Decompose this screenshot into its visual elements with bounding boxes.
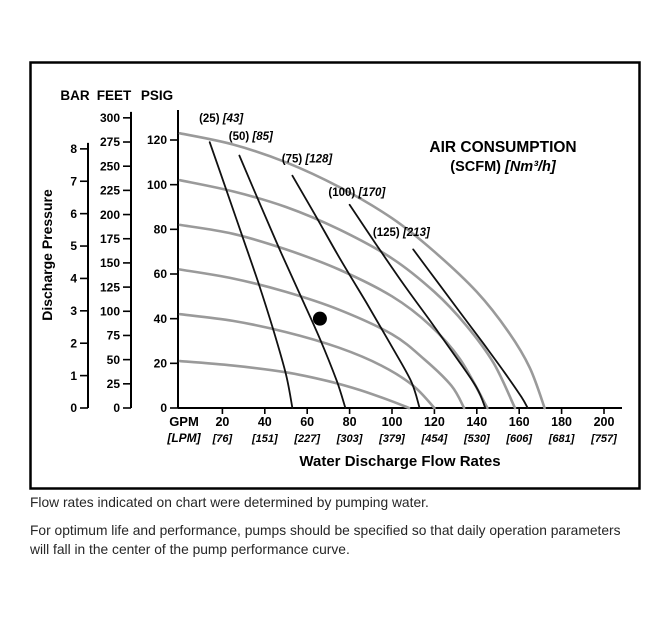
x-tick-label-lpm: [681] <box>548 433 575 445</box>
air-curve-label: (100) [170] <box>328 187 386 199</box>
y-tick-label: 0 <box>160 401 167 415</box>
y-tick-label: 175 <box>100 232 120 246</box>
y-tick-label: 8 <box>70 142 77 156</box>
x-axis-unit-lpm: [LPM] <box>166 431 201 445</box>
chart-border <box>29 61 641 490</box>
y-tick-label: 300 <box>100 111 120 125</box>
x-tick-label-lpm: [454] <box>421 433 448 445</box>
air-curve-label: (25) [43] <box>199 113 244 125</box>
y-tick-label: 125 <box>100 280 120 294</box>
y-tick-label: 4 <box>70 272 77 286</box>
x-tick-label-gpm: 140 <box>466 415 487 429</box>
y-tick-label: 120 <box>147 133 167 147</box>
x-tick-label-gpm: 100 <box>382 415 403 429</box>
x-tick-label-lpm: [530] <box>463 433 490 445</box>
y-tick-label: 7 <box>70 174 77 188</box>
y-tick-label: 75 <box>107 329 121 343</box>
x-tick-label-lpm: [303] <box>336 433 363 445</box>
air-consumption-curves: (25) [43] (50) [85] (75) [128] (100) [170] (… <box>199 113 529 409</box>
y-axis-header-bar: BAR <box>60 88 89 103</box>
air-curve-100scfm <box>348 203 487 409</box>
y-tick-label: 6 <box>70 207 77 221</box>
x-tick-label-lpm: [151] <box>251 433 278 445</box>
operating-point-marker <box>312 311 327 326</box>
x-axis-title: Water Discharge Flow Rates <box>299 453 500 470</box>
x-axis: GPM [LPM] 20 [76] 40 [151] 60 [227] 80 [303] 100 [3… <box>166 407 622 470</box>
y-tick-label: 20 <box>154 357 168 371</box>
chart-title: AIR CONSUMPTION <box>429 139 576 156</box>
x-axis-unit-gpm: GPM <box>169 414 199 429</box>
air-curve-25scfm <box>208 141 294 409</box>
y-tick-label: 250 <box>100 159 120 173</box>
air-curve-50scfm <box>238 154 347 409</box>
y-tick-label: 100 <box>100 304 120 318</box>
y-tick-label: 100 <box>147 178 167 192</box>
air-curve-125scfm <box>412 248 529 409</box>
x-tick-label-gpm: 200 <box>594 415 615 429</box>
x-tick-label-gpm: 120 <box>424 415 445 429</box>
y-tick-label: 80 <box>154 223 168 237</box>
y-tick-label: 1 <box>70 369 77 383</box>
pump-performance-chart: BAR876543210FEET300275250225200175150125… <box>29 61 641 490</box>
y-tick-label: 50 <box>107 353 121 367</box>
performance-curve-120psig <box>178 132 546 410</box>
x-tick-label-gpm: 40 <box>258 415 272 429</box>
note-optimum-life: For optimum life and performance, pumps … <box>30 523 621 557</box>
y-tick-label: 0 <box>113 401 120 415</box>
y-tick-label: 5 <box>70 239 77 253</box>
y-tick-label: 275 <box>100 135 120 149</box>
x-tick-label-lpm: [757] <box>590 433 617 445</box>
x-tick-label-gpm: 20 <box>215 415 229 429</box>
y-tick-label: 2 <box>70 336 77 350</box>
y-tick-label: 25 <box>107 377 121 391</box>
y-axis-title: Discharge Pressure <box>39 189 55 321</box>
y-tick-label: 60 <box>154 267 168 281</box>
x-tick-label-gpm: 80 <box>343 415 357 429</box>
y-axis-header-feet: FEET <box>97 88 132 103</box>
y-tick-label: 0 <box>70 401 77 415</box>
y-tick-label: 200 <box>100 208 120 222</box>
x-tick-label-gpm: 60 <box>300 415 314 429</box>
x-tick-label-gpm: 160 <box>509 415 530 429</box>
y-tick-label: 225 <box>100 184 120 198</box>
y-axes: BAR876543210FEET300275250225200175150125… <box>60 88 179 415</box>
x-tick-label-lpm: [227] <box>293 433 320 445</box>
x-tick-label-gpm: 180 <box>551 415 572 429</box>
chart-notes: Flow rates indicated on chart were deter… <box>30 494 634 569</box>
air-curve-75scfm <box>291 174 421 409</box>
chart-subtitle: (SCFM) [Nm³/h] <box>450 159 557 175</box>
air-curve-label: (75) [128] <box>282 153 334 165</box>
performance-curve-40psig <box>178 312 436 410</box>
performance-curves <box>178 132 546 410</box>
y-tick-label: 40 <box>154 312 168 326</box>
air-curve-label: (50) [85] <box>229 131 274 143</box>
x-tick-label-lpm: [606] <box>505 433 532 445</box>
x-tick-label-lpm: [76] <box>212 433 233 445</box>
performance-curve-100psig <box>178 178 517 410</box>
y-tick-label: 150 <box>100 256 120 270</box>
x-tick-label-lpm: [379] <box>378 433 405 445</box>
y-tick-label: 3 <box>70 304 77 318</box>
note-flow-rates: Flow rates indicated on chart were deter… <box>30 495 429 510</box>
air-curve-label: (125) [213] <box>373 227 431 239</box>
performance-curve-20psig <box>178 359 411 410</box>
performance-curve-60psig <box>178 268 466 410</box>
y-axis-header-psig: PSIG <box>141 88 173 103</box>
performance-curve-80psig <box>178 223 489 410</box>
